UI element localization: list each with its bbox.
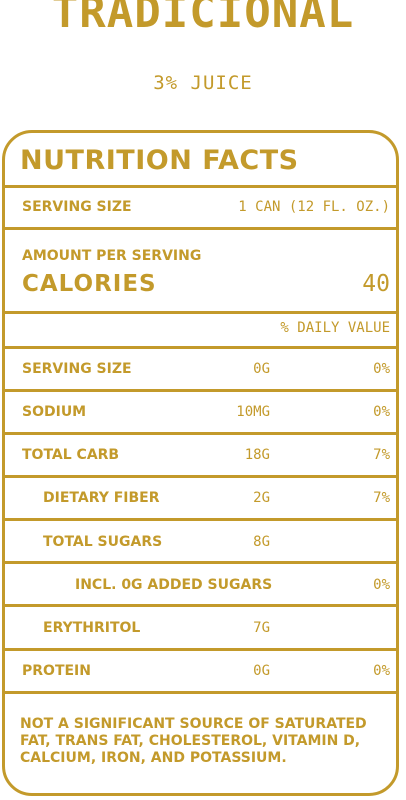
divider <box>5 561 397 564</box>
daily-value-header: % DAILY VALUE <box>280 320 390 336</box>
product-title: TRADICIONAL <box>51 0 355 38</box>
nutrient-label: DIETARY FIBER <box>43 490 160 506</box>
nutrient-amount: 0G <box>253 663 270 679</box>
amount-per-serving-label: AMOUNT PER SERVING <box>22 248 202 264</box>
nutrient-amount: 0G <box>253 361 270 377</box>
calories-label: CALORIES <box>22 271 157 297</box>
nutrient-daily-value: 0% <box>373 404 390 420</box>
divider <box>5 691 397 694</box>
nutrient-amount: 7G <box>253 620 270 636</box>
divider <box>5 475 397 478</box>
nutrition-panel <box>2 130 399 796</box>
nutrient-label: TOTAL CARB <box>22 447 120 463</box>
nutrient-daily-value: 7% <box>373 447 390 463</box>
divider <box>5 185 397 188</box>
divider <box>5 604 397 607</box>
divider <box>5 311 397 314</box>
nutrient-daily-value: 7% <box>373 490 390 506</box>
nutrient-label: SERVING SIZE <box>22 361 132 377</box>
divider <box>5 346 397 349</box>
divider <box>5 389 397 392</box>
serving-size-value: 1 CAN (12 FL. OZ.) <box>238 199 390 215</box>
nutrient-label: SODIUM <box>22 404 87 420</box>
divider <box>5 432 397 435</box>
nutrient-label: ERYTHRITOL <box>43 620 141 636</box>
product-subtitle: 3% JUICE <box>153 72 253 94</box>
nutrient-amount: 18G <box>244 447 270 463</box>
divider <box>5 518 397 521</box>
nutrient-amount: 8G <box>253 534 270 550</box>
nutrient-label: PROTEIN <box>22 663 91 679</box>
nutrient-amount: 2G <box>253 490 270 506</box>
nutrient-daily-value: 0% <box>373 663 390 679</box>
calories-value: 40 <box>362 271 390 297</box>
nutrient-daily-value: 0% <box>373 361 390 377</box>
nutrient-label: INCL. 0G ADDED SUGARS <box>75 577 273 593</box>
serving-size-label: SERVING SIZE <box>22 199 132 215</box>
divider <box>5 227 397 230</box>
nutrient-amount: 10MG <box>236 404 270 420</box>
nutrition-facts-heading: NUTRITION FACTS <box>20 145 299 176</box>
nutrient-daily-value: 0% <box>373 577 390 593</box>
nutrient-label: TOTAL SUGARS <box>43 534 163 550</box>
divider <box>5 648 397 651</box>
footnote: NOT A SIGNIFICANT SOURCE OF SATURATED FA… <box>20 716 367 766</box>
